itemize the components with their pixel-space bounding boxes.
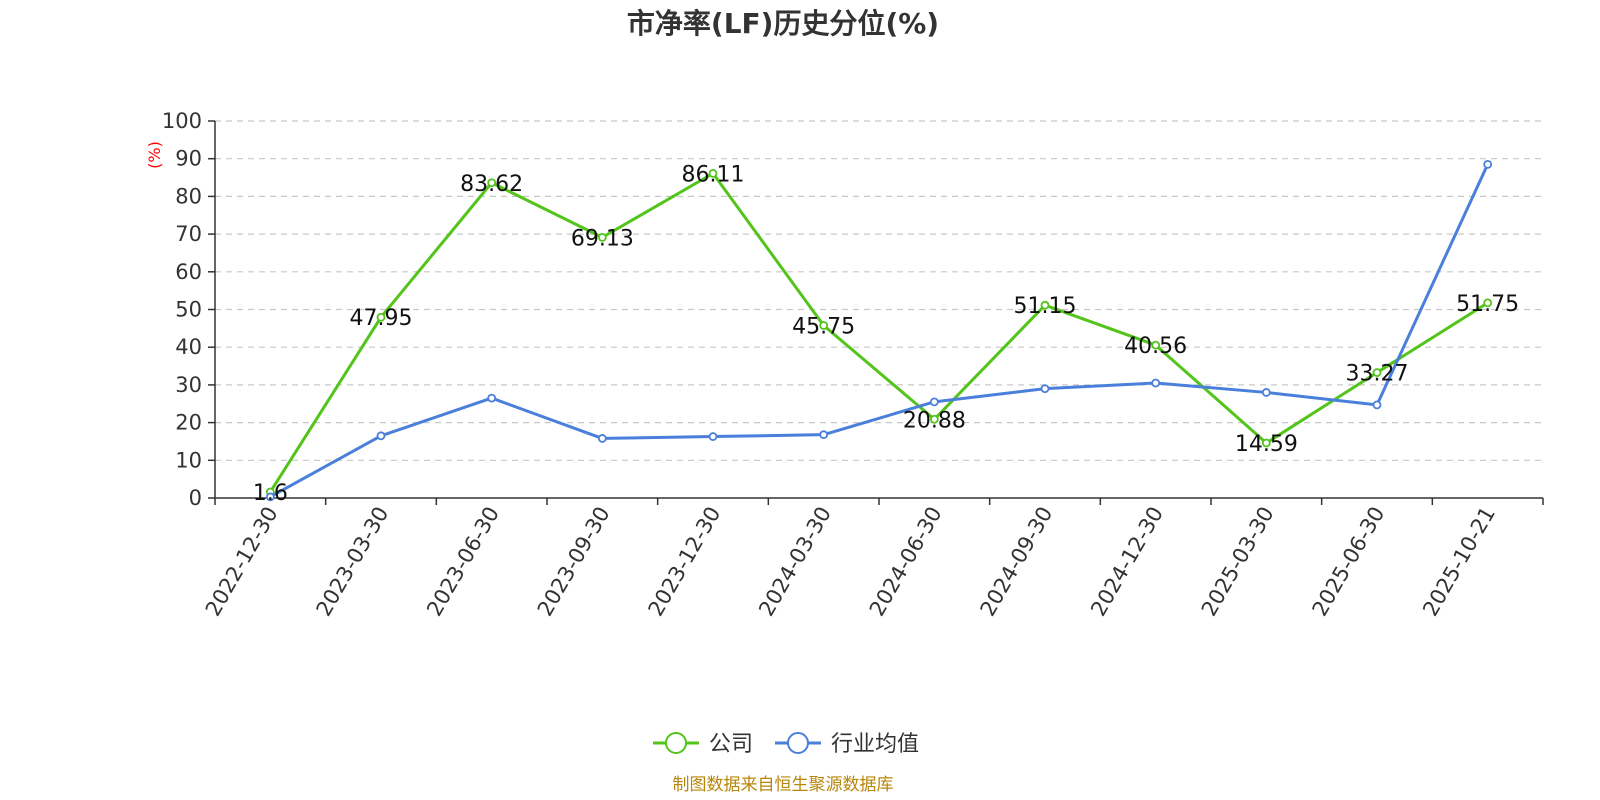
data-point[interactable] xyxy=(1483,159,1493,169)
y-tick-label: 40 xyxy=(175,335,202,359)
source-note: 制图数据来自恒生聚源数据库 xyxy=(673,775,894,795)
grid xyxy=(215,120,1543,461)
x-tick-label: 2024-09-30 xyxy=(976,503,1058,621)
data-point[interactable] xyxy=(1151,340,1161,350)
data-point[interactable] xyxy=(1261,388,1271,397)
chart-title: 市净率(LF)历史分位(%) xyxy=(627,7,939,40)
legend-label: 公司 xyxy=(709,732,753,757)
data-point[interactable] xyxy=(1151,378,1161,388)
y-tick-label: 90 xyxy=(175,147,202,171)
series-line-0 xyxy=(269,171,1489,493)
data-label: 69.13 xyxy=(571,226,634,251)
data-label: 40.56 xyxy=(1124,334,1187,359)
data-point[interactable] xyxy=(1483,298,1493,308)
data-point[interactable] xyxy=(708,168,718,178)
data-point[interactable] xyxy=(487,393,497,403)
data-point[interactable] xyxy=(1372,400,1382,410)
x-tick-label: 2022-12-30 xyxy=(201,503,283,621)
legend-marker xyxy=(787,732,809,754)
data-label: 83.62 xyxy=(460,172,523,197)
y-tick-label: 50 xyxy=(175,298,202,322)
y-tick-label: 20 xyxy=(175,411,202,435)
data-point[interactable] xyxy=(1040,300,1050,310)
x-tick-label: 2025-03-30 xyxy=(1197,503,1279,621)
data-label: 51.15 xyxy=(1014,294,1077,319)
data-label: 86.11 xyxy=(682,162,745,187)
series xyxy=(265,159,1493,502)
data-point[interactable] xyxy=(265,492,275,502)
x-tick-label: 2023-06-30 xyxy=(422,503,504,621)
data-point[interactable] xyxy=(929,414,939,424)
series-line-1 xyxy=(269,163,1490,499)
data-point[interactable] xyxy=(597,232,607,242)
y-tick-label: 60 xyxy=(175,260,202,284)
data-point[interactable] xyxy=(1372,368,1382,377)
x-tick-label: 2025-06-30 xyxy=(1308,503,1390,621)
data-label: 1.6 xyxy=(253,481,288,506)
data-point[interactable] xyxy=(819,321,829,330)
legend-marker xyxy=(665,732,687,754)
axes: 0 10 20 30 40 50 60 70 80 90 100 2022-12-30 2023-03-… xyxy=(162,109,1544,621)
x-tick-label: 2025-10-21 xyxy=(1418,503,1500,621)
data-labels: 1.6 47.95 83.62 69.13 86.11 45.75 20.88 51.15 40… xyxy=(253,162,1519,506)
x-tick-label: 2023-12-30 xyxy=(644,503,726,621)
data-label: 45.75 xyxy=(792,315,855,340)
data-label: 14.59 xyxy=(1235,432,1298,457)
data-label: 51.75 xyxy=(1456,292,1519,317)
y-tick-label: 10 xyxy=(175,448,202,472)
legend-label: 行业均值 xyxy=(831,732,919,757)
data-point[interactable] xyxy=(376,312,386,322)
data-point[interactable] xyxy=(819,430,829,440)
y-axis-label: (%) xyxy=(145,141,164,169)
x-tick-label: 2024-03-30 xyxy=(754,503,836,621)
x-tick-label: 2024-06-30 xyxy=(865,503,947,621)
x-tick-label: 2024-12-30 xyxy=(1086,503,1168,621)
y-tick-label: 0 xyxy=(189,486,202,510)
data-point[interactable] xyxy=(1261,438,1271,448)
data-label: 47.95 xyxy=(350,306,413,331)
data-label: 33.27 xyxy=(1346,362,1409,387)
y-tick-label: 80 xyxy=(175,184,202,208)
y-tick-label: 100 xyxy=(162,109,202,133)
data-point[interactable] xyxy=(1040,384,1050,394)
x-tick-label: 2023-03-30 xyxy=(312,503,394,621)
legend-item[interactable]: 行业均值 xyxy=(775,732,919,757)
data-point[interactable] xyxy=(708,432,718,441)
data-point[interactable] xyxy=(597,434,607,443)
data-point[interactable] xyxy=(487,178,497,188)
y-tick-label: 30 xyxy=(175,373,202,397)
legend[interactable]: 公司 行业均值 xyxy=(653,732,919,757)
y-tick-label: 70 xyxy=(175,222,202,246)
legend-item[interactable]: 公司 xyxy=(653,732,753,757)
data-label: 20.88 xyxy=(903,408,966,433)
x-tick-label: 2023-09-30 xyxy=(533,503,615,621)
data-point[interactable] xyxy=(929,397,939,407)
data-point[interactable] xyxy=(376,431,386,441)
